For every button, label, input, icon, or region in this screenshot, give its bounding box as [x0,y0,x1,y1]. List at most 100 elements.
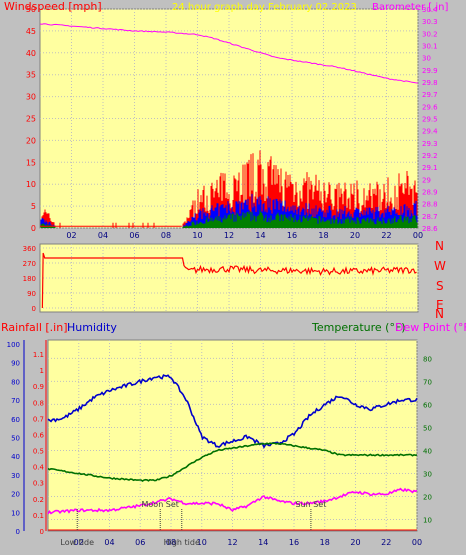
barometer-y-tick: 29.6 [422,103,438,111]
temperature-y-tick: 50 [423,424,432,432]
wind-x-tick: 00 [413,231,423,240]
barometer-y-tick: 28.7 [422,213,438,221]
wind-y-tick: 30 [26,93,36,102]
barometer-y-tick: 28.9 [422,189,438,197]
humidity-x-tick: 08 [166,538,176,547]
wind-x-tick: 10 [192,231,202,240]
humidity-label: Humidity [67,321,117,334]
dewpoint-line [47,487,418,515]
barometer-y-tick: 29.1 [422,164,438,172]
direction-y-tick: 90 [27,290,36,298]
humidity-y-tick: 0 [16,528,20,536]
rainfall-y-tick: 0 [40,528,44,536]
humidity-x-tick: 20 [350,538,360,547]
barometer-y-tick: 30 [422,55,431,63]
wind-x-tick: 08 [161,231,171,240]
humidity-y-tick: 30 [11,472,20,480]
humidity-x-tick: 00 [412,538,422,547]
wind-y-tick: 0 [31,224,36,233]
wind-x-tick: 18 [318,231,328,240]
dewpoint-label: Dew Point (°F) [395,321,466,334]
temperature-y-tick: 40 [423,447,432,455]
wind-y-tick: 50 [26,5,36,14]
barometer-y-tick: 30.4 [422,6,438,14]
barometer-y-tick: 30.1 [422,43,438,51]
temperature-y-tick: 70 [423,378,432,386]
humidity-y-tick: 10 [11,509,20,517]
rainfall-y-tick: 1 [40,367,44,375]
barometer-y-tick: 29.5 [422,116,438,124]
wind-x-tick: 20 [350,231,360,240]
barometer-y-tick: 30.2 [422,30,438,38]
rainfall-y-tick: 0.5 [33,448,44,456]
wind-direction-line [41,252,417,309]
wind-y-tick: 20 [26,136,36,145]
wind-x-tick: 02 [66,231,76,240]
wind-x-tick: 12 [224,231,234,240]
wind-x-tick: 04 [98,231,108,240]
wind-x-tick: 16 [287,231,297,240]
wind-x-tick: 22 [381,231,391,240]
temperature-y-tick: 60 [423,401,432,409]
humidity-x-tick: 10 [197,538,207,547]
rainfall-y-tick: 0.1 [33,512,44,520]
rainfall-y-tick: 1.1 [33,351,44,359]
humidity-y-tick: 100 [7,341,20,349]
direction-y-tick: 360 [23,245,36,253]
barometer-y-tick: 29.4 [422,128,438,136]
temperature-line [47,442,418,482]
humidity-x-tick: 04 [104,538,114,547]
temperature-y-tick: 80 [423,355,432,363]
barometer-y-tick: 29.7 [422,91,438,99]
rainfall-y-tick: 0.4 [33,464,45,472]
direction-y-tick: 0 [32,305,36,313]
humidity-y-tick: 90 [11,360,20,368]
windspeed-label: Windspeed [mph] [4,0,102,13]
event-label: Sun Set [295,500,326,509]
barometer-line [39,23,419,84]
temperature-y-tick: 20 [423,493,432,501]
rainfall-y-tick: 0.8 [33,399,44,407]
humidity-x-tick: 16 [289,538,299,547]
wind-x-tick: 14 [255,231,265,240]
event-label: Moon Set [142,500,179,509]
humidity-y-tick: 20 [11,491,20,499]
humidity-x-tick: 06 [135,538,145,547]
humidity-y-tick: 70 [11,397,20,405]
chart-title: 24 hour graph day February 02 2023 [172,2,357,13]
barometer-y-tick: 30.3 [422,18,438,26]
rainfall-label: Rainfall [.in] [1,321,68,334]
humidity-x-tick: 12 [227,538,237,547]
wind-y-tick: 10 [26,180,36,189]
rainfall-y-tick: 0.7 [33,415,44,423]
direction-letter-s: S [436,279,444,293]
event-label: Low tide [60,538,94,547]
direction-letter-n1: N [435,239,444,253]
wind-x-tick: 06 [129,231,139,240]
barometer-label: Barometer [.in] [372,2,448,13]
wind-y-tick: 15 [26,158,36,167]
barometer-y-tick: 29.8 [422,79,438,87]
humidity-y-tick: 60 [11,416,20,424]
wind-y-tick: 45 [26,27,36,36]
temperature-y-tick: 30 [423,470,432,478]
wind-y-tick: 25 [26,115,36,124]
humidity-y-tick: 80 [11,378,20,386]
humidity-x-tick: 14 [258,538,268,547]
humidity-x-tick: 18 [320,538,330,547]
barometer-y-tick: 29 [422,176,431,184]
rainfall-y-tick: 0.6 [33,431,45,439]
barometer-y-tick: 28.8 [422,201,438,209]
barometer-y-tick: 28.6 [422,225,438,233]
direction-letter-w: W [434,259,446,273]
wind-y-tick: 5 [31,202,36,211]
rainfall-y-tick: 0.9 [33,383,44,391]
humidity-y-tick: 50 [11,435,20,443]
humidity-x-tick: 02 [74,538,84,547]
temperature-y-tick: 10 [423,516,432,524]
rainfall-y-tick: 0.2 [33,496,44,504]
barometer-y-tick: 29.2 [422,152,438,160]
barometer-y-tick: 29.3 [422,140,438,148]
